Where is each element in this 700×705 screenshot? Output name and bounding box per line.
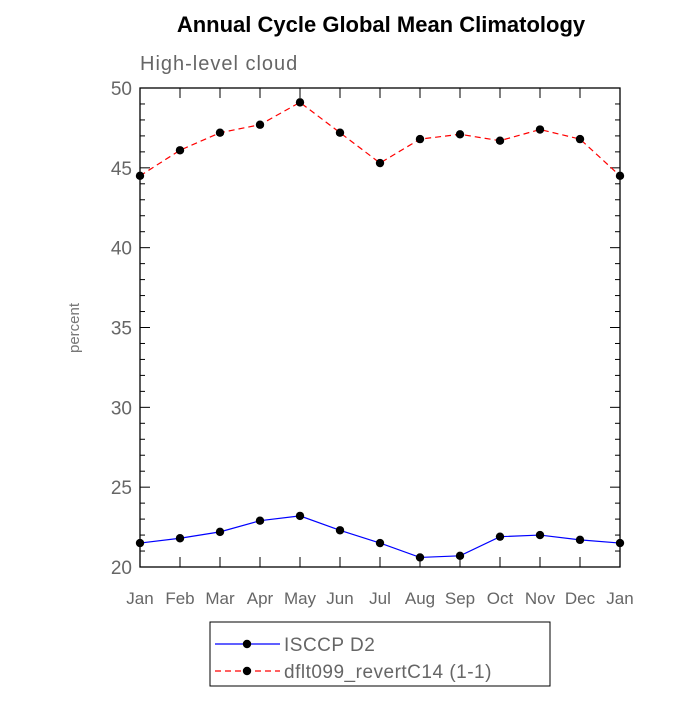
data-point-series-1: [575, 535, 585, 545]
plot-area: 20 25 30 35 40 45 50 Jan Feb Mar Apr May Jun Jul Aug Se…: [111, 79, 634, 608]
x-tick-label: Apr: [247, 589, 274, 608]
legend-entry-series-1: ISCCP D2: [284, 635, 375, 656]
data-point-series-2: [135, 171, 145, 181]
x-tick-label: Dec: [565, 589, 596, 608]
y-tick-label: 45: [111, 159, 132, 180]
x-tick-label: Jul: [369, 589, 391, 608]
y-tick-label: 40: [111, 239, 132, 260]
data-point-series-2: [335, 128, 345, 137]
y-tick-label: 50: [111, 79, 132, 100]
data-point-series-1: [535, 530, 545, 540]
y-tick-label: 35: [111, 319, 132, 340]
data-point-series-1: [295, 511, 305, 521]
x-tick-label: Jan: [126, 589, 153, 608]
data-point-series-2: [535, 125, 545, 134]
x-tick-label: Oct: [487, 589, 514, 608]
data-point-series-2: [255, 120, 265, 129]
y-tick-label: 30: [111, 398, 132, 419]
legend-entry-series-2: dflt099_revertC14 (1-1): [284, 662, 492, 683]
x-tick-label: Jan: [606, 589, 633, 608]
data-point-series-2: [615, 171, 625, 181]
y-axis-label: percent: [66, 302, 83, 353]
data-point-series-2: [175, 146, 185, 155]
legend-marker-series-1: [242, 639, 252, 649]
y-tick-label: 25: [111, 478, 132, 499]
x-tick-label: Mar: [205, 589, 235, 608]
data-point-series-1: [135, 538, 145, 548]
data-point-series-1: [335, 526, 345, 535]
data-point-series-2: [415, 134, 425, 144]
data-point-series-2: [455, 130, 465, 139]
x-tick-label: Aug: [405, 589, 435, 608]
chart-subtitle: High-level cloud: [140, 53, 298, 75]
data-point-series-2: [575, 134, 585, 144]
data-point-series-1: [255, 516, 265, 525]
data-point-series-2: [495, 136, 505, 145]
x-tick-label: Sep: [445, 589, 475, 608]
x-tick-label: May: [284, 589, 317, 608]
data-point-series-1: [495, 532, 505, 541]
series-line-1: [139, 515, 621, 559]
y-tick-label: 20: [111, 558, 132, 579]
x-tick-label: Feb: [165, 589, 194, 608]
x-tick-label: Jun: [326, 589, 353, 608]
legend-box: [209, 621, 551, 687]
legend: ISCCP D2 dflt099_revertC14 (1-1): [209, 621, 551, 687]
data-point-series-2: [295, 98, 305, 107]
x-tick-label: Nov: [525, 589, 556, 608]
data-point-series-1: [455, 551, 465, 561]
data-point-series-1: [175, 534, 185, 543]
data-point-series-2: [375, 158, 385, 168]
legend-marker-series-2: [242, 666, 252, 676]
data-point-series-1: [415, 553, 425, 562]
chart-title: Annual Cycle Global Mean Climatology: [177, 12, 586, 37]
data-point-series-2: [215, 128, 225, 137]
data-point-series-1: [375, 538, 385, 548]
data-point-series-1: [215, 527, 225, 537]
data-point-series-1: [615, 538, 625, 548]
